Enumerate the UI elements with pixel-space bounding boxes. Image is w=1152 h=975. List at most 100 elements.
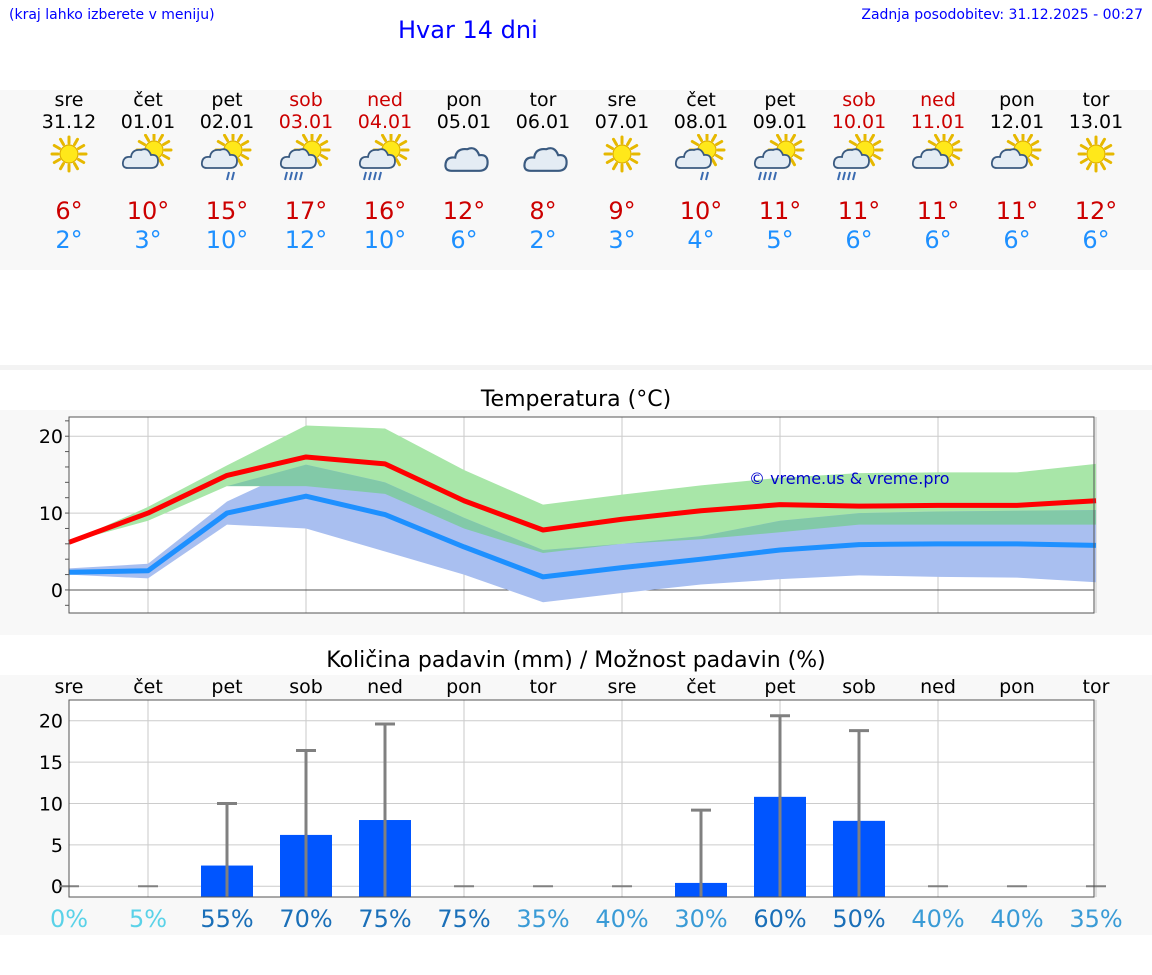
day-date: 07.01	[594, 111, 650, 133]
y-tick-label: 0	[51, 876, 63, 898]
x-tick-label: sre	[608, 676, 637, 698]
day-date: 31.12	[41, 111, 97, 133]
day-column: tor 06.01	[503, 89, 583, 133]
precip-probability: 60%	[753, 905, 806, 933]
temp-max: 15°	[205, 197, 249, 225]
temp-min: 12°	[284, 226, 328, 254]
precip-probability: 30%	[674, 905, 727, 933]
day-name: sre	[54, 89, 84, 111]
precip-probability: 50%	[832, 905, 885, 933]
day-column: sob 03.01	[266, 89, 346, 133]
temp-min: 3°	[134, 226, 162, 254]
day-column: sre 07.01	[582, 89, 662, 133]
sun-icon	[594, 134, 650, 186]
plot-border	[68, 416, 1095, 614]
sun-cloud-icon	[120, 131, 176, 186]
temp-max: 6°	[55, 197, 83, 225]
temp-min: 10°	[205, 226, 249, 254]
y-tick-label: 20	[39, 426, 63, 448]
day-date: 09.01	[752, 111, 808, 133]
x-tick-label: ned	[920, 676, 956, 698]
page-title: Hvar 14 dni	[398, 16, 538, 44]
precip-probability: 40%	[911, 905, 964, 933]
section-divider	[0, 365, 1152, 370]
temp-min: 6°	[924, 226, 952, 254]
day-name: pet	[211, 89, 243, 111]
temp-max: 17°	[284, 197, 328, 225]
precip-probability: 40%	[595, 905, 648, 933]
day-column: sre 31.12	[29, 89, 109, 133]
temp-max: 12°	[442, 197, 486, 225]
sun-cloud-light-rain-icon	[199, 131, 255, 186]
precip-probability: 5%	[129, 905, 167, 933]
precip-probability: 75%	[437, 905, 490, 933]
cloud-icon	[436, 134, 492, 186]
day-column: čet 01.01	[108, 89, 188, 133]
sun-cloud-rain-icon	[831, 131, 887, 186]
location-menu-hint[interactable]: (kraj lahko izberete v meniju)	[9, 7, 215, 23]
precip-probability: 75%	[358, 905, 411, 933]
day-column: pon 12.01	[977, 89, 1057, 133]
x-tick-label: sob	[842, 676, 876, 698]
temp-min: 6°	[450, 226, 478, 254]
day-name: tor	[529, 89, 557, 111]
day-column: tor 13.01	[1056, 89, 1136, 133]
temp-min: 6°	[1082, 226, 1110, 254]
x-tick-label: čet	[686, 676, 716, 698]
y-tick-label: 10	[39, 503, 63, 525]
day-date: 05.01	[436, 111, 492, 133]
watermark: © vreme.us & vreme.pro	[749, 469, 950, 488]
last-updated: Zadnja posodobitev: 31.12.2025 - 00:27	[861, 7, 1143, 23]
day-date: 04.01	[357, 111, 413, 133]
sun-icon	[1068, 134, 1124, 186]
day-column: ned 04.01	[345, 89, 425, 133]
plot-border	[68, 699, 1095, 898]
temp-max: 16°	[363, 197, 407, 225]
day-name: ned	[367, 89, 403, 111]
day-date: 06.01	[515, 111, 571, 133]
day-column: pet 09.01	[740, 89, 820, 133]
band-overlap	[69, 464, 1096, 554]
sun-cloud-rain-icon	[278, 131, 334, 186]
day-date: 08.01	[673, 111, 729, 133]
temp-max: 10°	[679, 197, 723, 225]
day-column: ned 11.01	[898, 89, 978, 133]
max-temp-line	[68, 454, 1097, 545]
x-tick-label: pon	[446, 676, 482, 698]
day-column: pet 02.01	[187, 89, 267, 133]
temp-min: 2°	[529, 226, 557, 254]
day-date: 11.01	[910, 111, 966, 133]
temp-min: 6°	[1003, 226, 1031, 254]
day-name: sre	[607, 89, 637, 111]
precip-probability: 35%	[516, 905, 569, 933]
temp-max: 10°	[126, 197, 170, 225]
day-column: sob 10.01	[819, 89, 899, 133]
temp-min: 2°	[55, 226, 83, 254]
day-date: 10.01	[831, 111, 887, 133]
day-column: pon 05.01	[424, 89, 504, 133]
x-tick-label: sre	[55, 676, 84, 698]
day-date: 01.01	[120, 111, 176, 133]
day-date: 03.01	[278, 111, 334, 133]
day-name: pet	[764, 89, 796, 111]
temp-min: 6°	[845, 226, 873, 254]
day-date: 13.01	[1068, 111, 1124, 133]
day-name: sob	[842, 89, 876, 111]
day-name: čet	[686, 89, 716, 111]
day-date: 12.01	[989, 111, 1045, 133]
day-name: pon	[446, 89, 482, 111]
day-column: čet 08.01	[661, 89, 741, 133]
x-tick-label: čet	[133, 676, 163, 698]
temp-max: 12°	[1074, 197, 1118, 225]
y-tick-label: 0	[51, 580, 63, 602]
sun-cloud-icon	[989, 131, 1045, 186]
temp-max: 8°	[529, 197, 557, 225]
temperature-chart-title: Temperatura (°C)	[480, 387, 672, 412]
temp-max: 11°	[916, 197, 960, 225]
x-tick-label: tor	[1083, 676, 1110, 698]
temp-max: 11°	[758, 197, 802, 225]
precip-probability: 0%	[50, 905, 88, 933]
sun-icon	[41, 134, 97, 186]
precip-probability: 40%	[990, 905, 1043, 933]
